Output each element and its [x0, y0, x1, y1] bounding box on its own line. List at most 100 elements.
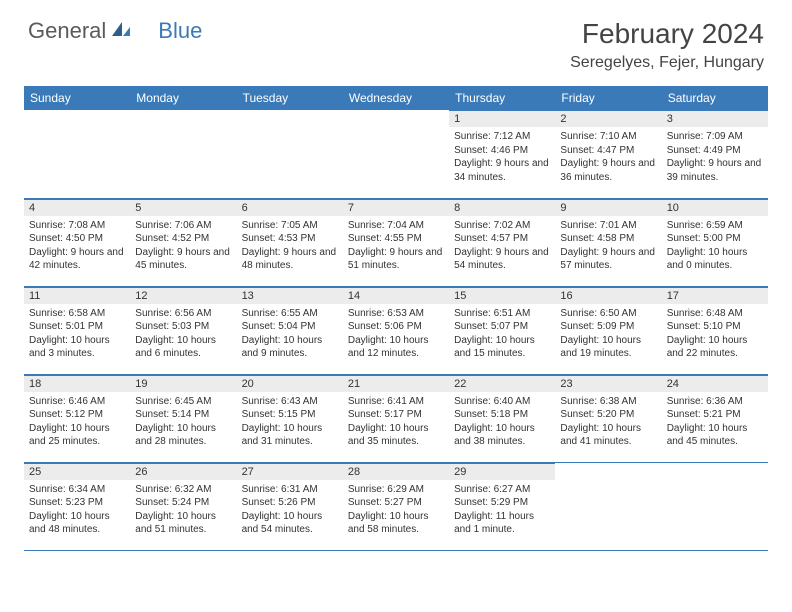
sunset-text: Sunset: 4:58 PM: [560, 232, 656, 246]
day-content: Sunrise: 6:40 AMSunset: 5:18 PMDaylight:…: [449, 392, 555, 453]
daylight-text: Daylight: 10 hours and 28 minutes.: [135, 422, 231, 449]
daylight-text: Daylight: 10 hours and 19 minutes.: [560, 334, 656, 361]
calendar-table: SundayMondayTuesdayWednesdayThursdayFrid…: [24, 86, 768, 551]
calendar-cell: 15Sunrise: 6:51 AMSunset: 5:07 PMDayligh…: [449, 286, 555, 374]
sunrise-text: Sunrise: 7:01 AM: [560, 219, 656, 233]
sunset-text: Sunset: 5:29 PM: [454, 496, 550, 510]
day-number: 2: [555, 110, 661, 127]
day-content: Sunrise: 6:48 AMSunset: 5:10 PMDaylight:…: [662, 304, 768, 365]
day-number: 24: [662, 375, 768, 392]
day-number: 22: [449, 375, 555, 392]
calendar-cell: 28Sunrise: 6:29 AMSunset: 5:27 PMDayligh…: [343, 462, 449, 550]
daylight-text: Daylight: 10 hours and 58 minutes.: [348, 510, 444, 537]
sunset-text: Sunset: 5:24 PM: [135, 496, 231, 510]
calendar-cell: [130, 110, 236, 198]
day-number: 15: [449, 287, 555, 304]
sunrise-text: Sunrise: 7:09 AM: [667, 130, 763, 144]
day-number: 3: [662, 110, 768, 127]
daylight-text: Daylight: 10 hours and 6 minutes.: [135, 334, 231, 361]
sunrise-text: Sunrise: 6:32 AM: [135, 483, 231, 497]
day-content: Sunrise: 6:36 AMSunset: 5:21 PMDaylight:…: [662, 392, 768, 453]
calendar-cell: 21Sunrise: 6:41 AMSunset: 5:17 PMDayligh…: [343, 374, 449, 462]
sunrise-text: Sunrise: 7:06 AM: [135, 219, 231, 233]
day-content: Sunrise: 6:50 AMSunset: 5:09 PMDaylight:…: [555, 304, 661, 365]
sunrise-text: Sunrise: 6:55 AM: [242, 307, 338, 321]
day-number: 19: [130, 375, 236, 392]
sunrise-text: Sunrise: 6:48 AM: [667, 307, 763, 321]
day-number: 23: [555, 375, 661, 392]
calendar-cell: 23Sunrise: 6:38 AMSunset: 5:20 PMDayligh…: [555, 374, 661, 462]
daylight-text: Daylight: 9 hours and 54 minutes.: [454, 246, 550, 273]
sunrise-text: Sunrise: 6:38 AM: [560, 395, 656, 409]
sunset-text: Sunset: 5:10 PM: [667, 320, 763, 334]
sunset-text: Sunset: 5:01 PM: [29, 320, 125, 334]
sunrise-text: Sunrise: 6:56 AM: [135, 307, 231, 321]
header: General Blue February 2024 Seregelyes, F…: [0, 0, 792, 80]
day-content: Sunrise: 6:55 AMSunset: 5:04 PMDaylight:…: [237, 304, 343, 365]
day-number: 7: [343, 199, 449, 216]
daylight-text: Daylight: 11 hours and 1 minute.: [454, 510, 550, 537]
calendar-cell: 19Sunrise: 6:45 AMSunset: 5:14 PMDayligh…: [130, 374, 236, 462]
calendar-cell: 24Sunrise: 6:36 AMSunset: 5:21 PMDayligh…: [662, 374, 768, 462]
day-content: Sunrise: 6:41 AMSunset: 5:17 PMDaylight:…: [343, 392, 449, 453]
daylight-text: Daylight: 10 hours and 25 minutes.: [29, 422, 125, 449]
daylight-text: Daylight: 9 hours and 51 minutes.: [348, 246, 444, 273]
day-content: Sunrise: 6:45 AMSunset: 5:14 PMDaylight:…: [130, 392, 236, 453]
calendar-cell: 2Sunrise: 7:10 AMSunset: 4:47 PMDaylight…: [555, 110, 661, 198]
sunset-text: Sunset: 5:07 PM: [454, 320, 550, 334]
day-content: Sunrise: 7:12 AMSunset: 4:46 PMDaylight:…: [449, 127, 555, 188]
weekday-header: Monday: [130, 86, 236, 110]
day-number: 9: [555, 199, 661, 216]
sunset-text: Sunset: 5:00 PM: [667, 232, 763, 246]
weekday-header-row: SundayMondayTuesdayWednesdayThursdayFrid…: [24, 86, 768, 110]
calendar-cell: 17Sunrise: 6:48 AMSunset: 5:10 PMDayligh…: [662, 286, 768, 374]
daylight-text: Daylight: 10 hours and 48 minutes.: [29, 510, 125, 537]
day-content: Sunrise: 7:04 AMSunset: 4:55 PMDaylight:…: [343, 216, 449, 277]
sunset-text: Sunset: 5:15 PM: [242, 408, 338, 422]
day-number: 20: [237, 375, 343, 392]
weekday-header: Tuesday: [237, 86, 343, 110]
sunset-text: Sunset: 5:17 PM: [348, 408, 444, 422]
daylight-text: Daylight: 10 hours and 45 minutes.: [667, 422, 763, 449]
day-number: 13: [237, 287, 343, 304]
sunrise-text: Sunrise: 6:31 AM: [242, 483, 338, 497]
day-content: Sunrise: 7:09 AMSunset: 4:49 PMDaylight:…: [662, 127, 768, 188]
sunset-text: Sunset: 5:03 PM: [135, 320, 231, 334]
day-content: Sunrise: 6:27 AMSunset: 5:29 PMDaylight:…: [449, 480, 555, 541]
day-number: 10: [662, 199, 768, 216]
day-content: Sunrise: 6:59 AMSunset: 5:00 PMDaylight:…: [662, 216, 768, 277]
day-content: Sunrise: 6:43 AMSunset: 5:15 PMDaylight:…: [237, 392, 343, 453]
sunrise-text: Sunrise: 6:50 AM: [560, 307, 656, 321]
sunrise-text: Sunrise: 6:58 AM: [29, 307, 125, 321]
calendar-cell: [24, 110, 130, 198]
sunset-text: Sunset: 4:52 PM: [135, 232, 231, 246]
sunrise-text: Sunrise: 7:05 AM: [242, 219, 338, 233]
day-content: Sunrise: 6:29 AMSunset: 5:27 PMDaylight:…: [343, 480, 449, 541]
sunset-text: Sunset: 5:20 PM: [560, 408, 656, 422]
calendar-row: 11Sunrise: 6:58 AMSunset: 5:01 PMDayligh…: [24, 286, 768, 374]
sunrise-text: Sunrise: 7:04 AM: [348, 219, 444, 233]
daylight-text: Daylight: 10 hours and 22 minutes.: [667, 334, 763, 361]
sunset-text: Sunset: 5:18 PM: [454, 408, 550, 422]
logo-text-blue: Blue: [158, 18, 202, 44]
day-content: Sunrise: 7:01 AMSunset: 4:58 PMDaylight:…: [555, 216, 661, 277]
daylight-text: Daylight: 10 hours and 54 minutes.: [242, 510, 338, 537]
day-content: Sunrise: 6:31 AMSunset: 5:26 PMDaylight:…: [237, 480, 343, 541]
weekday-header: Wednesday: [343, 86, 449, 110]
sunrise-text: Sunrise: 6:59 AM: [667, 219, 763, 233]
sunrise-text: Sunrise: 6:43 AM: [242, 395, 338, 409]
day-content: Sunrise: 7:06 AMSunset: 4:52 PMDaylight:…: [130, 216, 236, 277]
sunset-text: Sunset: 5:04 PM: [242, 320, 338, 334]
sunrise-text: Sunrise: 6:53 AM: [348, 307, 444, 321]
daylight-text: Daylight: 10 hours and 3 minutes.: [29, 334, 125, 361]
day-number: 4: [24, 199, 130, 216]
sunrise-text: Sunrise: 7:12 AM: [454, 130, 550, 144]
calendar-body: 1Sunrise: 7:12 AMSunset: 4:46 PMDaylight…: [24, 110, 768, 550]
calendar-cell: 18Sunrise: 6:46 AMSunset: 5:12 PMDayligh…: [24, 374, 130, 462]
daylight-text: Daylight: 9 hours and 42 minutes.: [29, 246, 125, 273]
calendar-cell: 8Sunrise: 7:02 AMSunset: 4:57 PMDaylight…: [449, 198, 555, 286]
sunset-text: Sunset: 5:09 PM: [560, 320, 656, 334]
calendar-cell: [343, 110, 449, 198]
sunrise-text: Sunrise: 6:46 AM: [29, 395, 125, 409]
calendar-cell: 29Sunrise: 6:27 AMSunset: 5:29 PMDayligh…: [449, 462, 555, 550]
